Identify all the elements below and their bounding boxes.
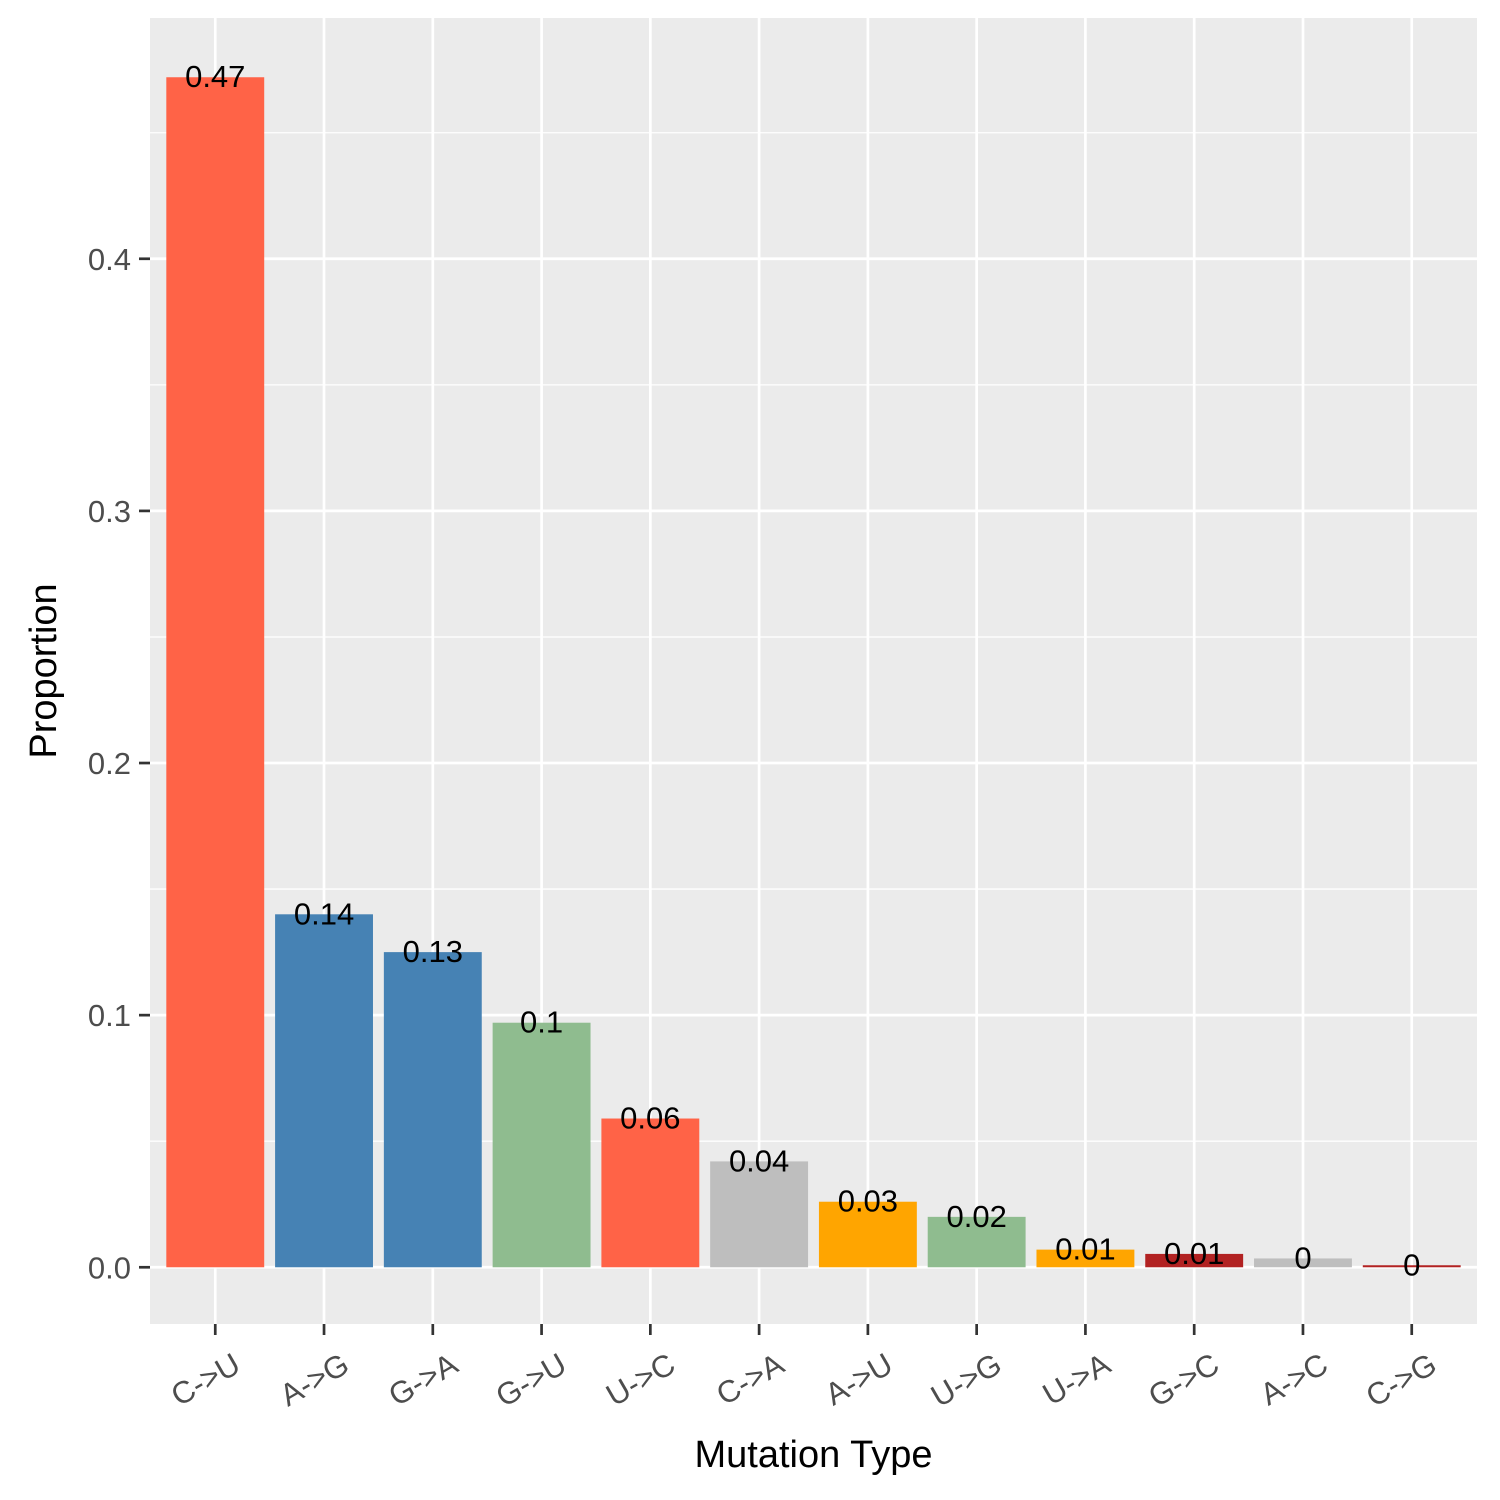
bar-value-label: 0.02: [946, 1199, 1006, 1234]
x-axis-title: Mutation Type: [694, 1434, 932, 1476]
bar-value-label: 0.01: [1164, 1236, 1224, 1271]
x-tick-label: C->A: [710, 1346, 790, 1412]
bar: [1362, 1265, 1461, 1268]
x-tick-label: C->G: [1360, 1346, 1442, 1414]
x-tick-label: U->C: [600, 1346, 681, 1413]
y-tick-label: 0.0: [88, 1250, 131, 1285]
bars: [166, 77, 1461, 1268]
bar-value-label: 0.03: [838, 1184, 898, 1219]
bar: [927, 1216, 1026, 1268]
y-axis: 0.0 0.1 0.2 0.3 0.4: [88, 242, 150, 1285]
bar-value-label: 0.13: [403, 934, 463, 969]
bar: [1036, 1249, 1135, 1268]
bar: [166, 77, 265, 1268]
bar: [1254, 1258, 1352, 1268]
bar: [383, 952, 482, 1268]
x-tick-label: G->U: [490, 1346, 572, 1414]
bar: [710, 1161, 809, 1268]
x-tick-label: A->G: [274, 1346, 355, 1413]
bar-value-label: 0.06: [620, 1101, 680, 1136]
y-tick-label: 0.1: [88, 998, 131, 1033]
bar: [492, 1022, 591, 1268]
x-tick-label: U->A: [1037, 1346, 1117, 1412]
x-tick-label: C->U: [165, 1346, 246, 1413]
x-tick-label: A->U: [819, 1346, 898, 1412]
bar-value-label: 0.01: [1055, 1232, 1115, 1267]
x-tick-label: G->A: [383, 1346, 464, 1413]
bar-value-label: 0: [1294, 1240, 1311, 1275]
bar-value-label: 0.04: [729, 1143, 789, 1178]
y-tick-label: 0.2: [88, 746, 131, 781]
y-tick-label: 0.4: [88, 242, 131, 277]
bar: [275, 914, 373, 1268]
x-tick-label: U->G: [925, 1346, 1007, 1414]
y-tick-label: 0.3: [88, 494, 131, 529]
x-tick-label: A->C: [1254, 1346, 1333, 1412]
bar: [601, 1118, 700, 1268]
bar: [818, 1201, 917, 1268]
bar-value-label: 0: [1403, 1247, 1420, 1282]
bar: [1145, 1253, 1244, 1268]
y-axis-title: Proportion: [23, 583, 65, 758]
bar-value-label: 0.1: [520, 1005, 563, 1040]
value-labels: 0.47 0.14 0.13 0.1 0.06 0.04 0.03 0.02 0.01 0.01 0…: [185, 59, 1420, 1282]
bar-value-label: 0.47: [185, 59, 245, 94]
bar-value-label: 0.14: [294, 896, 354, 931]
x-tick-label: G->C: [1143, 1346, 1225, 1414]
x-axis: C->U A->G G->A G->U U->C C->A A->U U->G U->A G->C…: [165, 1324, 1442, 1414]
